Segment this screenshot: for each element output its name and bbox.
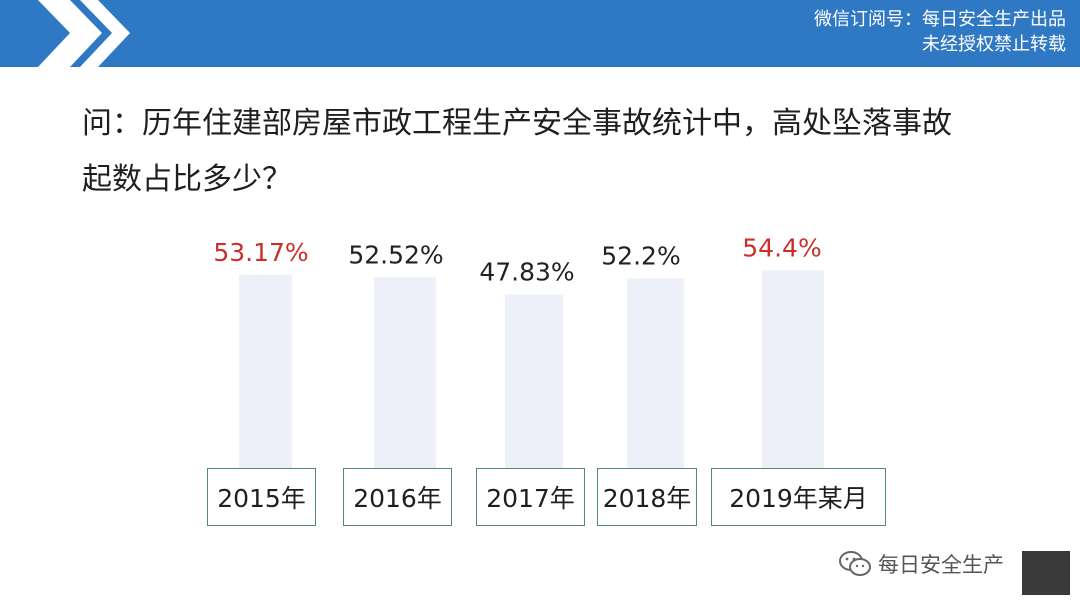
question-line-2: 起数占比多少？ — [82, 162, 292, 197]
bar-2 — [505, 294, 563, 470]
data-label-2: 47.83% — [479, 257, 574, 286]
category-label-1: 2016年 — [343, 468, 452, 526]
category-label-3: 2018年 — [597, 468, 697, 526]
bar-1 — [374, 277, 436, 470]
category-label-4: 2019年某月 — [711, 468, 886, 526]
header-copyright-text: 未经授权禁止转载 — [922, 34, 1066, 55]
data-label-3: 52.2% — [601, 241, 680, 270]
header-subscription-text: 微信订阅号：每日安全生产出品 — [814, 9, 1066, 30]
double-chevron-icon — [38, 0, 130, 67]
watermark-text: 每日安全生产 — [878, 553, 1004, 577]
wechat-icon — [839, 551, 871, 576]
question-text: 问：历年住建部房屋市政工程生产安全事故统计中，高处坠落事故 起数占比多少？ — [82, 96, 1042, 208]
category-label-0: 2015年 — [207, 468, 316, 526]
bar-4 — [762, 270, 824, 470]
category-label-2: 2017年 — [476, 468, 585, 526]
bar-3 — [627, 278, 684, 470]
watermark: 每日安全生产 — [838, 548, 1004, 580]
corner-block — [1022, 551, 1070, 595]
question-line-1: 问：历年住建部房屋市政工程生产安全事故统计中，高处坠落事故 — [82, 106, 952, 141]
header-bar: 微信订阅号：每日安全生产出品 未经授权禁止转载 — [0, 0, 1080, 67]
data-label-0: 53.17% — [213, 238, 308, 267]
data-label-4: 54.4% — [742, 233, 821, 262]
data-label-1: 52.52% — [348, 240, 443, 269]
bar-0 — [239, 274, 292, 470]
